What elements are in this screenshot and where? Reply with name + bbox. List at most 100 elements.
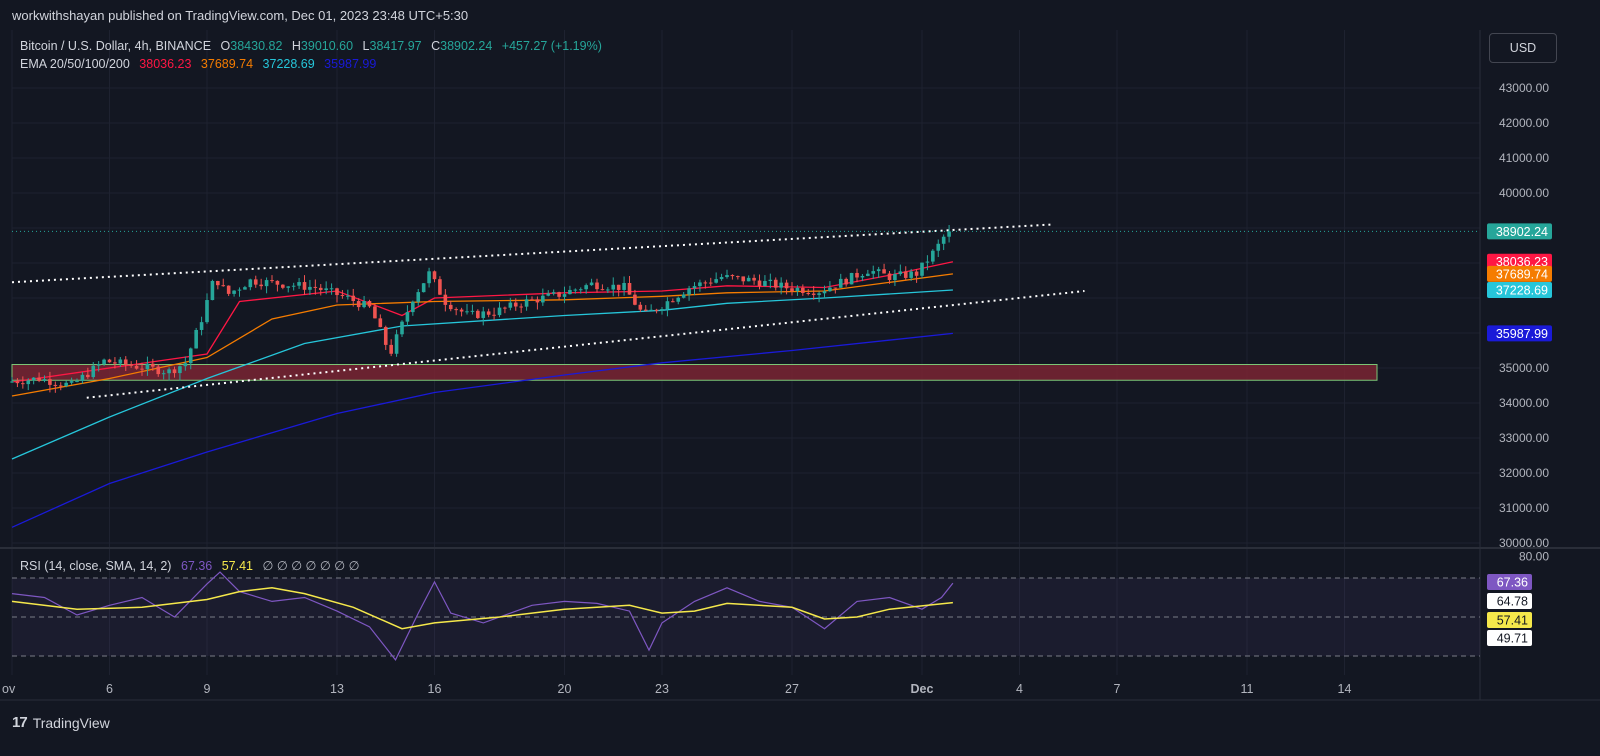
price-tick-label: 40000.00 — [1499, 186, 1549, 200]
candle-down — [844, 278, 848, 285]
candle-up — [719, 277, 724, 280]
candle-up — [920, 262, 924, 276]
rsi-line — [11, 571, 954, 662]
price-tag-text: 35987.99 — [1496, 327, 1548, 341]
candle-up — [427, 271, 431, 284]
candle-down — [773, 279, 778, 288]
candle-up — [692, 286, 697, 289]
low-value: 38417.97 — [369, 39, 422, 53]
time-tick-label: Dec — [911, 682, 934, 696]
candle-down — [903, 271, 908, 278]
rsi-sma-value: 57.41 — [221, 559, 253, 573]
candle-down — [811, 293, 816, 295]
symbol-legend[interactable]: Bitcoin / U.S. Dollar, 4h, BINANCE O3843… — [20, 39, 602, 53]
candle-down — [638, 304, 643, 310]
rsi-value-tag — [1487, 574, 1532, 590]
candle-up — [763, 281, 767, 287]
candle-down — [752, 277, 756, 281]
candle-down — [21, 383, 25, 385]
candle-down — [784, 282, 789, 289]
price-axis[interactable]: 43000.00 42000.00 41000.00 40000.00 35000.00… — [1487, 81, 1552, 646]
rsi-label: RSI (14, close, SMA, 14, 2) — [20, 559, 172, 573]
candle-up — [524, 299, 529, 307]
candle-up — [10, 381, 14, 383]
candle-up — [568, 289, 572, 295]
candle-up — [898, 271, 903, 275]
rsi-legend[interactable]: RSI (14, close, SMA, 14, 2) 67.36 57.41 … — [20, 558, 360, 573]
price-tag-text: 38902.24 — [1496, 225, 1548, 239]
candle-up — [248, 279, 253, 288]
support-zone-rect — [11, 364, 1378, 381]
publisher-text: workwithshayan published on TradingView.… — [12, 8, 469, 23]
candle-down — [806, 292, 811, 294]
rsi-tick-label: 80.00 — [1519, 550, 1549, 564]
candle-down — [113, 362, 117, 364]
candle-up — [64, 382, 68, 386]
candle-up — [69, 381, 74, 383]
candle-up — [26, 380, 31, 385]
rsi-pane — [11, 571, 1480, 662]
candle-down — [335, 288, 339, 296]
candle-up — [584, 285, 588, 290]
candle-up — [362, 301, 366, 308]
candle-down — [107, 359, 112, 363]
ema100-value: 37228.69 — [262, 57, 315, 71]
candle-up — [779, 282, 783, 288]
price-tick-label: 42000.00 — [1499, 116, 1549, 130]
candle-down — [595, 282, 599, 290]
low-label: L — [362, 39, 370, 53]
close-label: C — [431, 39, 441, 53]
candle-down — [503, 307, 507, 309]
candle-up — [91, 365, 96, 378]
candle-up — [849, 272, 854, 285]
candle-down — [134, 365, 139, 369]
candle-up — [394, 334, 399, 354]
price-tick-label: 30000.00 — [1499, 536, 1549, 550]
candle-down — [270, 280, 274, 282]
candle-down — [736, 276, 740, 278]
tradingview-logo[interactable]: 17 TradingView — [12, 714, 110, 731]
candle-down — [275, 280, 280, 285]
candle-down — [53, 384, 58, 386]
candle-down — [226, 285, 231, 294]
candle-down — [172, 369, 177, 374]
ema-legend[interactable]: EMA 20/50/100/200 38036.23 37689.74 3722… — [20, 57, 376, 71]
ema50-value: 37689.74 — [200, 57, 254, 71]
ema-lines — [11, 261, 954, 528]
candle-up — [481, 311, 486, 318]
time-tick-label: 4 — [1016, 682, 1023, 696]
candle-up — [573, 289, 578, 291]
candle-up — [411, 301, 415, 313]
candle-up — [264, 280, 269, 287]
rsi-extra-values: ∅ ∅ ∅ ∅ ∅ ∅ ∅ — [262, 559, 360, 573]
price-tag-ema50 — [1487, 265, 1552, 282]
candle-down — [790, 288, 794, 292]
currency-button[interactable]: USD — [1489, 33, 1557, 63]
price-tick-label: 31000.00 — [1499, 501, 1549, 515]
price-tag-ema20 — [1487, 253, 1552, 270]
candle-down — [367, 301, 372, 307]
grid-lines — [0, 30, 1600, 701]
candle-up — [541, 295, 545, 303]
candle-down — [58, 385, 63, 387]
time-axis[interactable]: ov 6 9 13 16 20 23 27 Dec 4 7 11 14 — [2, 682, 1351, 696]
candle-up — [660, 309, 664, 311]
candle-up — [947, 231, 951, 237]
candle-up — [562, 294, 567, 297]
rsi-value-tag — [1487, 612, 1532, 628]
candle-up — [725, 275, 729, 278]
candle-up — [795, 287, 800, 292]
candle-up — [118, 359, 123, 364]
candle-up — [400, 321, 404, 335]
candle-up — [746, 277, 751, 282]
candle-down — [340, 295, 345, 297]
candle-down — [438, 279, 442, 295]
candle-up — [698, 282, 702, 287]
candle-up — [866, 273, 870, 276]
close-value: 38902.24 — [440, 39, 493, 53]
candle-down — [129, 364, 133, 366]
candle-up — [822, 291, 827, 294]
time-tick-label: 23 — [655, 682, 669, 696]
candle-down — [356, 301, 361, 308]
